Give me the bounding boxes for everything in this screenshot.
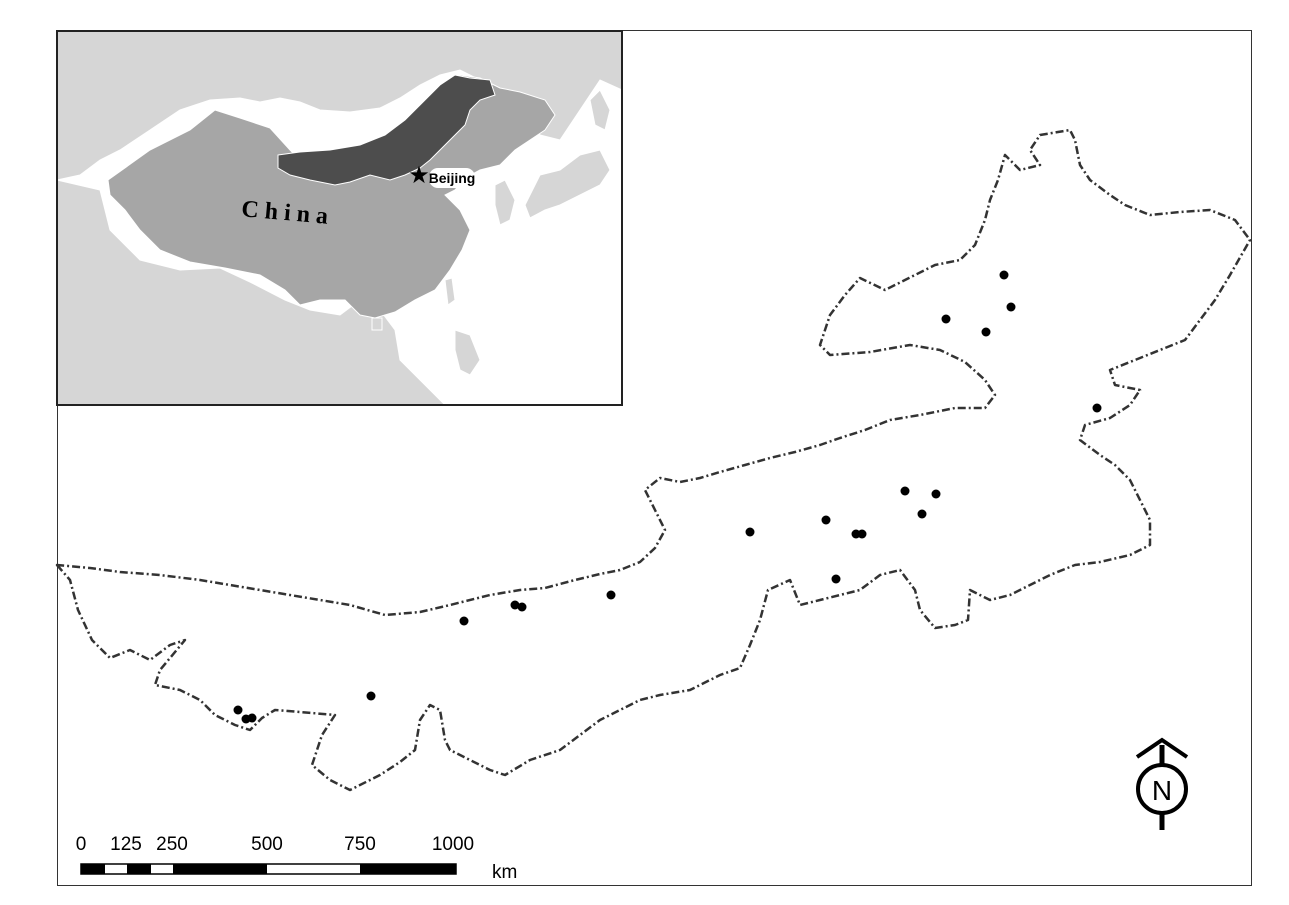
inset-neighbor-south [56,179,447,406]
scale-tick-1000: 1000 [432,834,474,855]
sample-point [981,327,991,337]
scale-unit: km [492,862,517,883]
sample-points [233,270,1102,724]
scale-bar: 0 125 250 500 750 1000 km [76,834,518,883]
sample-point [459,616,469,626]
north-arrow-icon: N [1135,737,1189,830]
beijing-label-bg [429,168,475,188]
sample-point [1092,403,1102,413]
sample-point [366,691,376,701]
scale-tick-250: 250 [156,834,188,855]
scale-seg-3 [127,864,151,874]
sample-point [999,270,1009,280]
sample-point [900,486,910,496]
sample-point [1006,302,1016,312]
inset-neighbor-north [56,30,623,181]
scale-seg-7 [360,864,456,874]
inset-study-region [277,74,496,186]
study-region-boundary [55,128,1252,792]
scale-tick-500: 500 [251,834,283,855]
sample-point [606,590,616,600]
sample-point [745,527,755,537]
beijing-label: Beijing [429,170,476,186]
sample-point [941,314,951,324]
sample-point [931,489,941,499]
scale-seg-1 [81,864,105,874]
sample-point [821,515,831,525]
sample-point [510,600,520,610]
sample-point [857,529,867,539]
scale-tick-750: 750 [344,834,376,855]
scale-seg-5 [173,864,267,874]
inset-islands [371,277,481,376]
north-arrow-label: N [1152,775,1172,806]
sample-point [247,713,257,723]
beijing-star-icon: ★ [408,161,430,189]
sample-point [831,574,841,584]
inset-korea-japan [494,89,611,226]
scale-tick-0: 0 [76,834,87,855]
inset-border [56,30,623,406]
sample-point [917,509,927,519]
sample-point [233,705,243,715]
inset-map: ★ Beijing C h i n a [56,30,623,406]
sample-point [517,602,527,612]
scale-tick-125: 125 [110,834,142,855]
